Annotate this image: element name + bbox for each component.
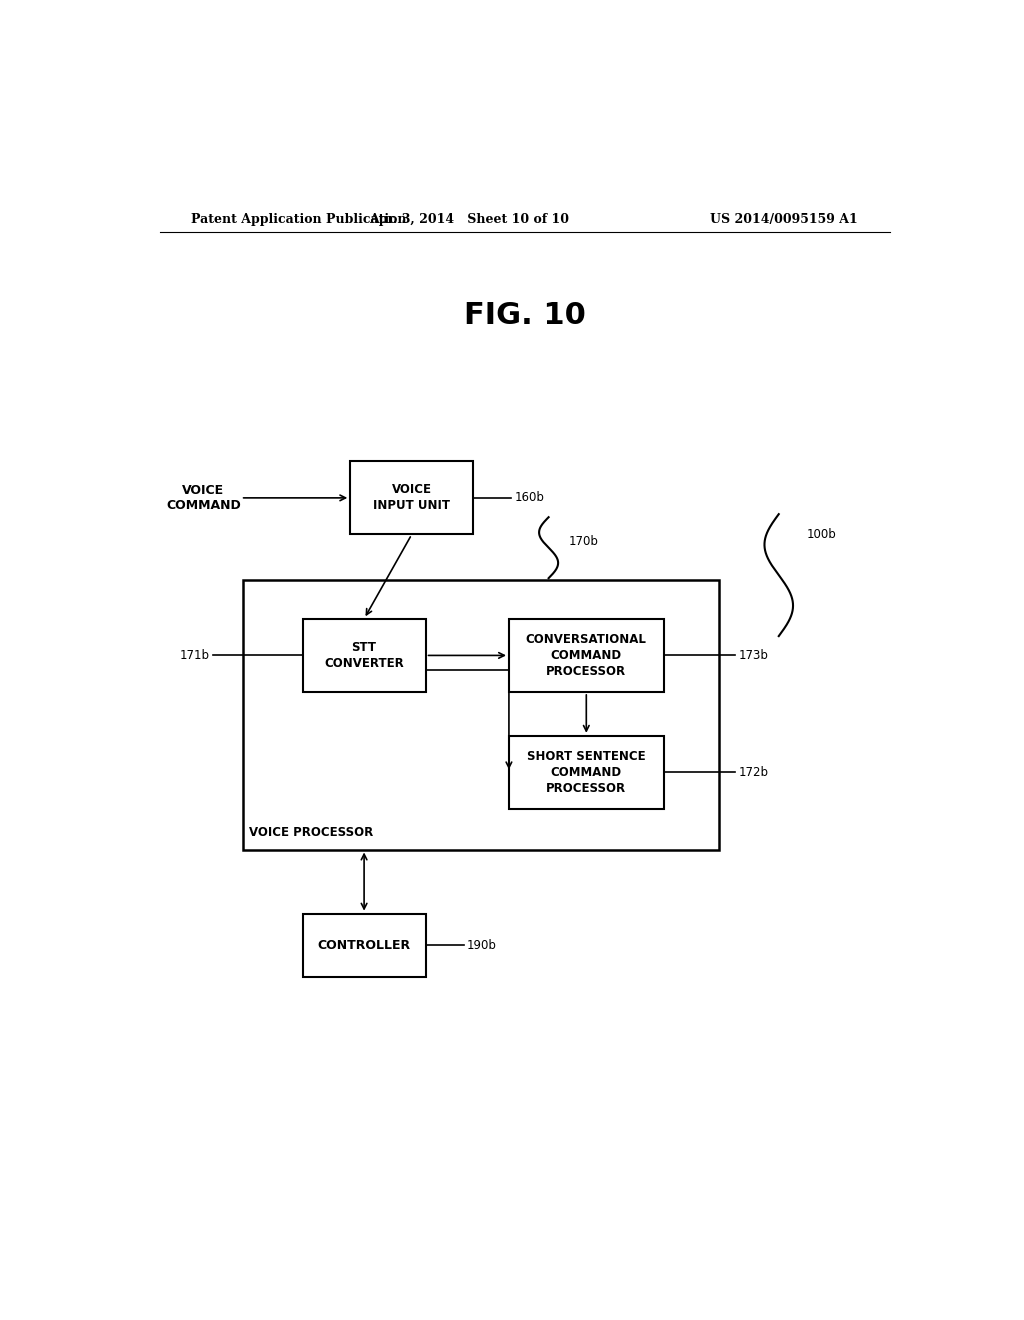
Text: 190b: 190b xyxy=(467,939,497,952)
Text: VOICE
COMMAND: VOICE COMMAND xyxy=(166,484,241,512)
Text: Apr. 3, 2014   Sheet 10 of 10: Apr. 3, 2014 Sheet 10 of 10 xyxy=(370,213,569,226)
Bar xyxy=(243,581,719,850)
Text: FIG. 10: FIG. 10 xyxy=(464,301,586,330)
Text: 173b: 173b xyxy=(738,649,768,661)
Bar xyxy=(509,619,664,692)
Text: 160b: 160b xyxy=(514,491,545,504)
Text: SHORT SENTENCE
COMMAND
PROCESSOR: SHORT SENTENCE COMMAND PROCESSOR xyxy=(527,750,645,795)
Bar xyxy=(303,913,426,977)
Bar xyxy=(509,735,664,809)
Text: VOICE
INPUT UNIT: VOICE INPUT UNIT xyxy=(373,483,451,512)
Text: 171b: 171b xyxy=(180,649,210,661)
Text: US 2014/0095159 A1: US 2014/0095159 A1 xyxy=(711,213,858,226)
Text: 100b: 100b xyxy=(807,528,837,541)
Text: 170b: 170b xyxy=(568,535,598,548)
Text: STT
CONVERTER: STT CONVERTER xyxy=(325,642,404,671)
Bar xyxy=(303,619,426,692)
Text: CONTROLLER: CONTROLLER xyxy=(317,939,411,952)
Text: VOICE PROCESSOR: VOICE PROCESSOR xyxy=(250,826,374,840)
Text: Patent Application Publication: Patent Application Publication xyxy=(191,213,407,226)
Bar xyxy=(350,461,473,535)
Text: CONVERSATIONAL
COMMAND
PROCESSOR: CONVERSATIONAL COMMAND PROCESSOR xyxy=(526,632,647,678)
Text: 172b: 172b xyxy=(738,766,768,779)
